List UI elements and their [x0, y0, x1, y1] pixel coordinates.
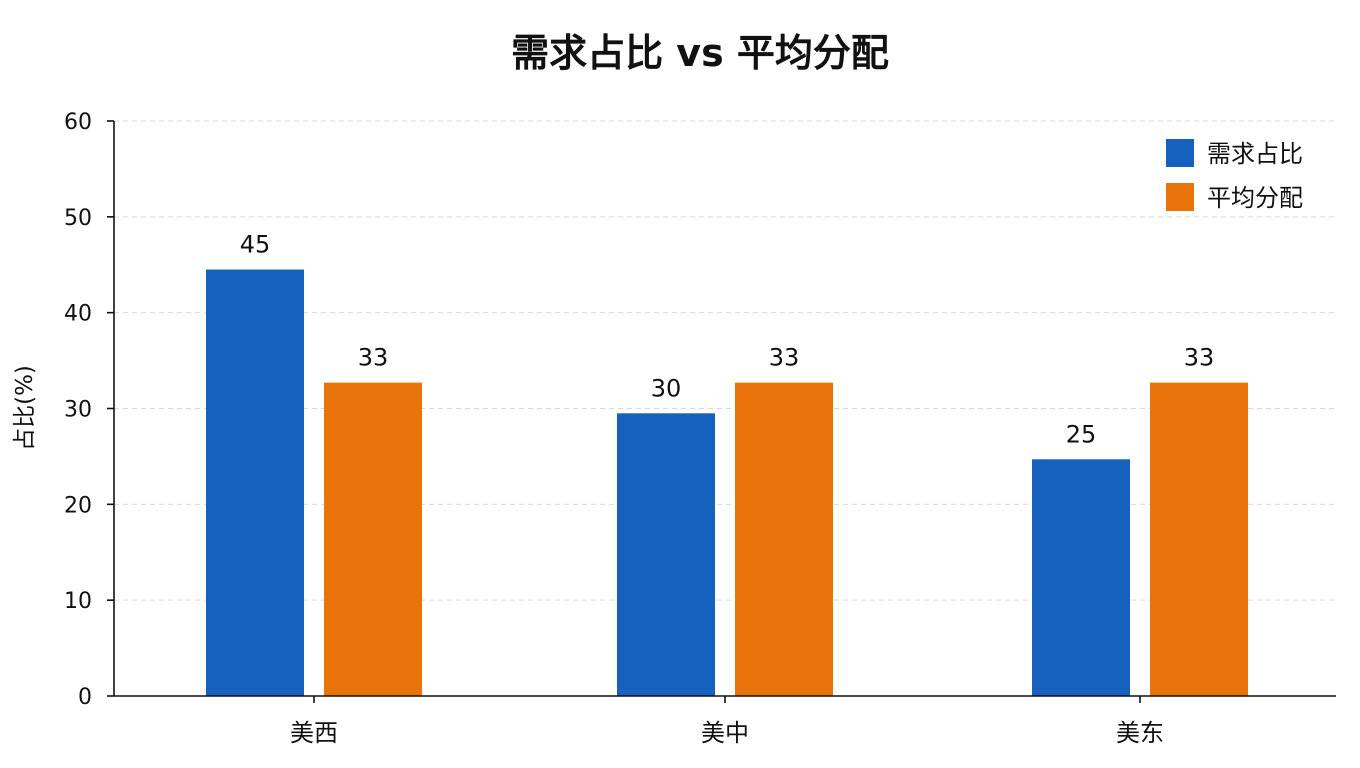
y-tick-label: 40	[64, 302, 92, 327]
y-tick-label: 0	[78, 685, 92, 710]
data-label: 25	[1066, 420, 1097, 448]
y-axis-title: 占比(%)	[12, 365, 38, 451]
y-tick-label: 20	[64, 493, 92, 518]
tick-labels: 0 10 20 30 40 50 60 美西 美中 美东	[64, 110, 1164, 747]
bar-demand-2	[1032, 459, 1130, 696]
legend-swatch	[1166, 183, 1194, 211]
data-label: 45	[240, 231, 271, 259]
legend-label: 需求占比	[1207, 140, 1303, 168]
bar-demand-1	[617, 413, 715, 696]
y-tick-label: 10	[64, 589, 92, 614]
bars	[206, 269, 1248, 696]
y-tick-label: 50	[64, 206, 92, 231]
bar-average-1	[735, 382, 833, 696]
bar-demand-0	[206, 269, 304, 696]
grid-lines	[114, 120, 1336, 601]
chart-title: 需求占比 vs 平均分配	[511, 31, 889, 75]
bar-average-0	[324, 382, 422, 696]
bar-average-2	[1150, 382, 1248, 696]
data-labels: 45 33 30 33 25 33	[240, 231, 1215, 449]
data-label: 33	[1184, 344, 1215, 372]
x-tick-label: 美西	[290, 719, 338, 747]
data-label: 33	[358, 344, 389, 372]
legend-label: 平均分配	[1207, 184, 1303, 212]
data-label: 30	[651, 374, 682, 402]
y-tick-label: 30	[64, 398, 92, 423]
x-tick-label: 美东	[1116, 719, 1164, 747]
data-label: 33	[769, 344, 800, 372]
x-tick-label: 美中	[701, 719, 749, 747]
y-tick-label: 60	[64, 110, 92, 135]
axes	[107, 120, 1336, 703]
legend-swatch	[1166, 139, 1194, 167]
